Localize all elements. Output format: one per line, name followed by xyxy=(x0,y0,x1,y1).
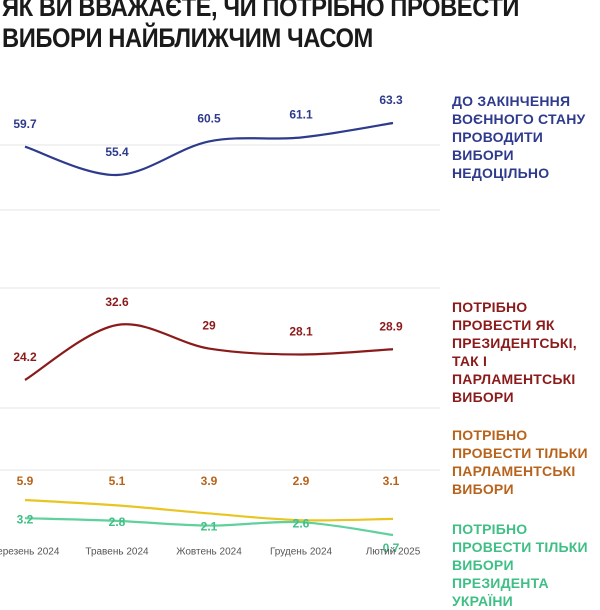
page: ЯК ВИ ВВАЖАЄТЕ, ЧИ ПОТРІБНО ПРОВЕСТИ ВИБО… xyxy=(0,0,588,609)
series-line xyxy=(24,498,394,522)
series-line xyxy=(24,517,394,537)
x-tick-label: Травень 2024 xyxy=(85,547,149,558)
x-tick-label: Грудень 2024 xyxy=(270,547,333,558)
data-label: 28.9 xyxy=(379,319,403,333)
data-label: 28.1 xyxy=(289,325,313,339)
data-label: 61.1 xyxy=(289,108,313,122)
data-label: 3.1 xyxy=(383,474,400,488)
legend-entry: ДО ЗАКІНЧЕННЯ ВОЄННОГО СТАНУ ПРОВОДИТИ В… xyxy=(452,93,586,181)
series-line xyxy=(24,323,394,381)
data-label: 32.6 xyxy=(105,295,129,309)
data-label: 2.9 xyxy=(293,474,310,488)
legend-entry: ПОТРІБНО ПРОВЕСТИ ТІЛЬКИ ПАРЛАМЕНТСЬКІ В… xyxy=(452,427,588,497)
data-label: 2.1 xyxy=(201,520,218,534)
data-label: 3.9 xyxy=(201,474,218,488)
data-label: 60.5 xyxy=(197,112,221,126)
title: ЯК ВИ ВВАЖАЄТЕ, ЧИ ПОТРІБНО ПРОВЕСТИ ВИБО… xyxy=(2,0,519,54)
data-label: 55.4 xyxy=(105,145,129,159)
data-label: 59.7 xyxy=(13,117,37,131)
grid xyxy=(0,144,440,471)
data-label: 24.2 xyxy=(13,350,37,364)
data-label: 2.6 xyxy=(293,516,310,530)
x-tick-label: Березень 2024 xyxy=(0,547,60,558)
x-tick-label: Жовтень 2024 xyxy=(176,547,242,558)
chart: 59.7 55.4 60.5 61.1 63.3 24.2 32.6 29 28.1 28.9 5.… xyxy=(0,93,440,558)
data-label: 2.8 xyxy=(109,515,126,529)
data-label: 3.2 xyxy=(17,512,34,526)
data-label: 5.1 xyxy=(109,474,126,488)
data-label: 5.9 xyxy=(17,474,34,488)
x-tick-label: Лютий 2025 xyxy=(366,547,421,558)
data-label: 63.3 xyxy=(379,93,403,107)
legend-entry: ПОТРІБНО ПРОВЕСТИ ТІЛЬКИ ВИБОРИ ПРЕЗИДЕН… xyxy=(452,521,588,609)
data-label: 29 xyxy=(202,319,216,333)
title-line: ВИБОРИ НАЙБЛИЖЧИМ ЧАСОМ xyxy=(2,23,373,53)
legend-entry: ПОТРІБНО ПРОВЕСТИ ЯК ПРЕЗИДЕНТСЬКІ, ТАК … xyxy=(452,299,577,405)
series-line xyxy=(24,121,394,177)
title-line: ЯК ВИ ВВАЖАЄТЕ, ЧИ ПОТРІБНО ПРОВЕСТИ xyxy=(2,0,520,22)
data-label: 0.7 xyxy=(383,541,400,555)
